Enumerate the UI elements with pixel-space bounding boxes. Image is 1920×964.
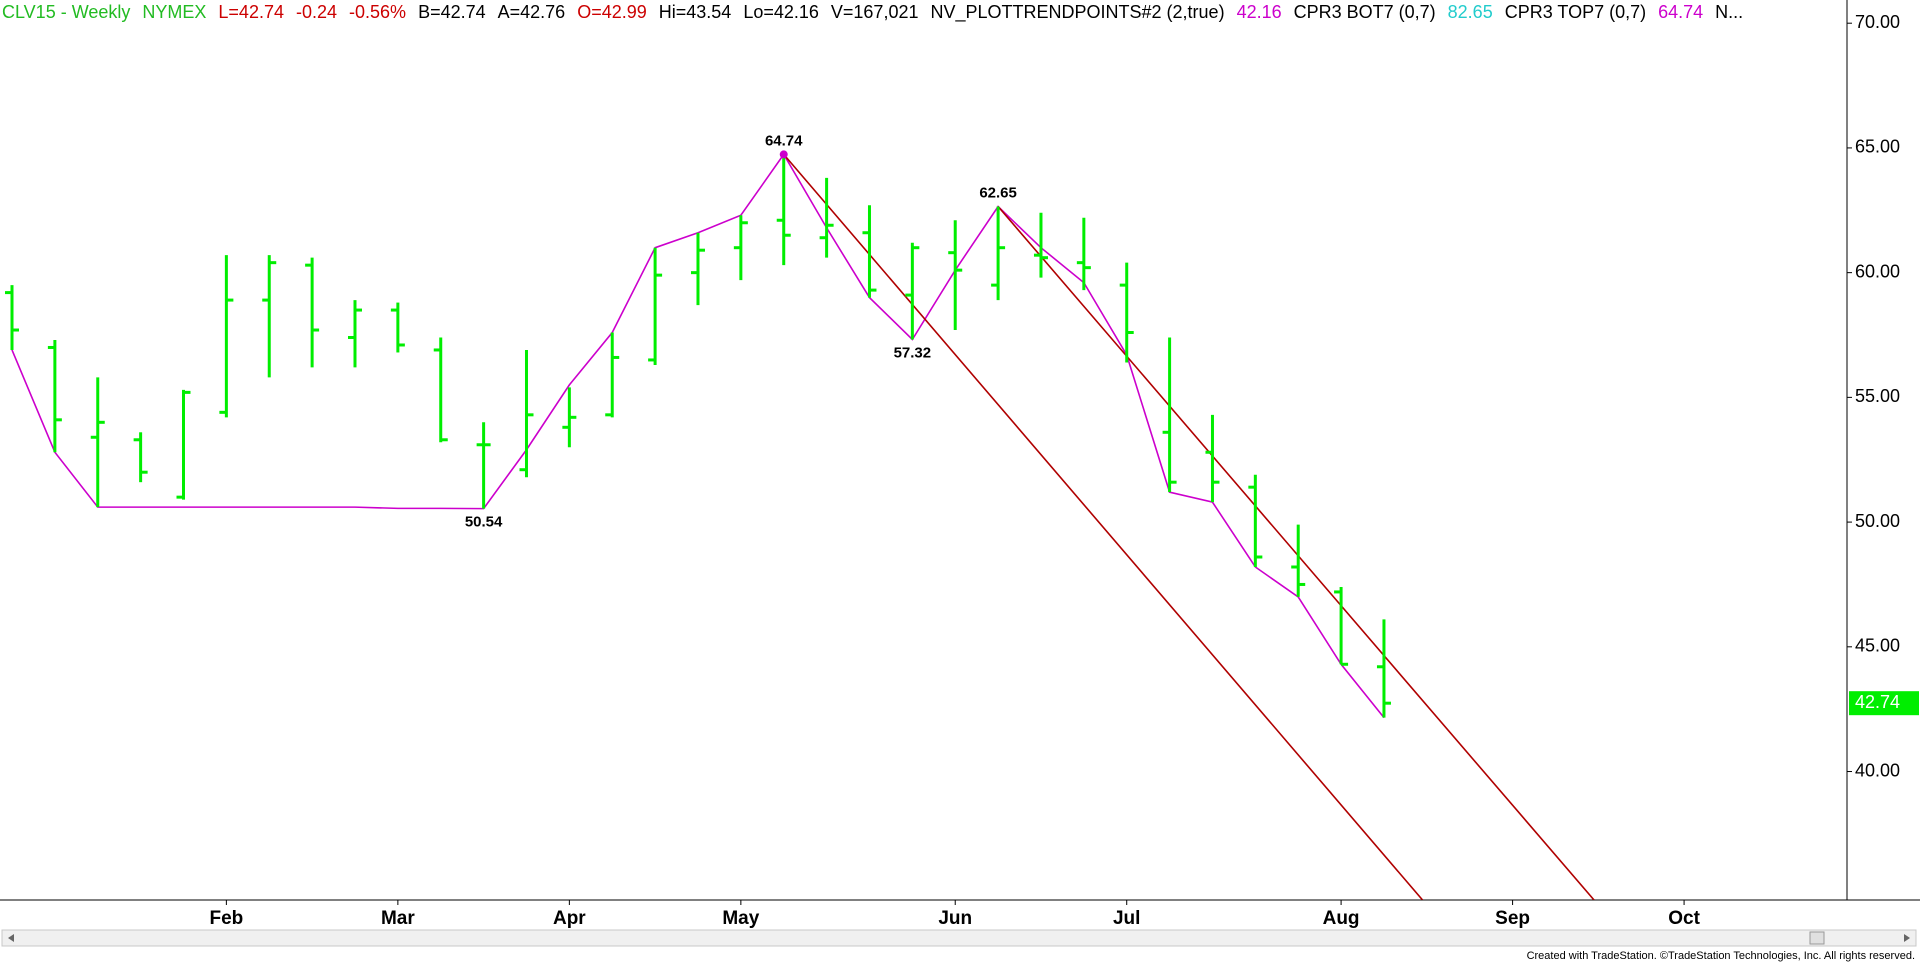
header-item: CPR3 BOT7 (0,7) [1293,2,1436,22]
header-item: NV_PLOTTRENDPOINTS#2 (2,true) [930,2,1225,22]
pivot-label: 64.74 [765,132,803,149]
header-item: B=42.74 [418,2,486,22]
last-price-box [1849,691,1919,716]
scrollbar[interactable] [1,929,1917,947]
x-tick-label: Apr [553,908,586,929]
header-item: NYMEX [142,2,207,22]
header-item: -0.56% [349,2,407,22]
scroll-right-arrow[interactable] [1904,934,1910,942]
header-item: O=42.99 [577,2,647,22]
last-price-label: 42.74 [1855,692,1900,712]
y-tick-label: 55.00 [1855,386,1900,406]
y-tick-label: 65.00 [1855,137,1900,157]
y-tick-label: 60.00 [1855,261,1900,281]
pivot-label: 62.65 [979,185,1017,202]
header-item: L=42.74 [218,2,284,22]
x-tick-label: Mar [381,908,415,929]
x-tick-label: Feb [209,908,243,929]
header-item: Lo=42.16 [743,2,819,22]
scroll-left-arrow[interactable] [8,934,14,942]
pivot-label: 57.32 [894,344,932,361]
y-tick-label: 50.00 [1855,511,1900,531]
x-tick-label: Sep [1495,908,1530,929]
x-tick-label: Aug [1323,908,1360,929]
trend-line [783,153,1424,900]
header-item: N... [1715,2,1744,22]
header-item: V=167,021 [830,2,919,22]
header-item: A=42.76 [497,2,566,22]
header-item: 64.74 [1658,2,1704,22]
x-tick-label: Oct [1668,908,1700,929]
header-item: -0.24 [295,2,338,22]
header-item: 82.65 [1447,2,1493,22]
header-item: CLV15 - Weekly [2,2,131,22]
scroll-thumb[interactable] [1809,931,1825,945]
header-item: CPR3 TOP7 (0,7) [1504,2,1647,22]
x-tick-label: Jun [938,908,972,929]
pivot-label: 50.54 [465,514,503,531]
header-item: 42.16 [1236,2,1282,22]
x-tick-label: Jul [1113,908,1140,929]
y-tick-label: 70.00 [1855,12,1900,32]
trend-line [997,206,1595,900]
header: CLV15 - Weekly NYMEX L=42.74 -0.24 -0.56% B=4… [2,2,1842,23]
y-tick-label: 40.00 [1855,760,1900,780]
y-tick-label: 45.00 [1855,636,1900,656]
pivot-dot [779,150,788,159]
x-tick-label: May [722,908,759,929]
header-item: Hi=43.54 [658,2,732,22]
footer: Created with TradeStation. ©TradeStation… [1527,950,1915,962]
